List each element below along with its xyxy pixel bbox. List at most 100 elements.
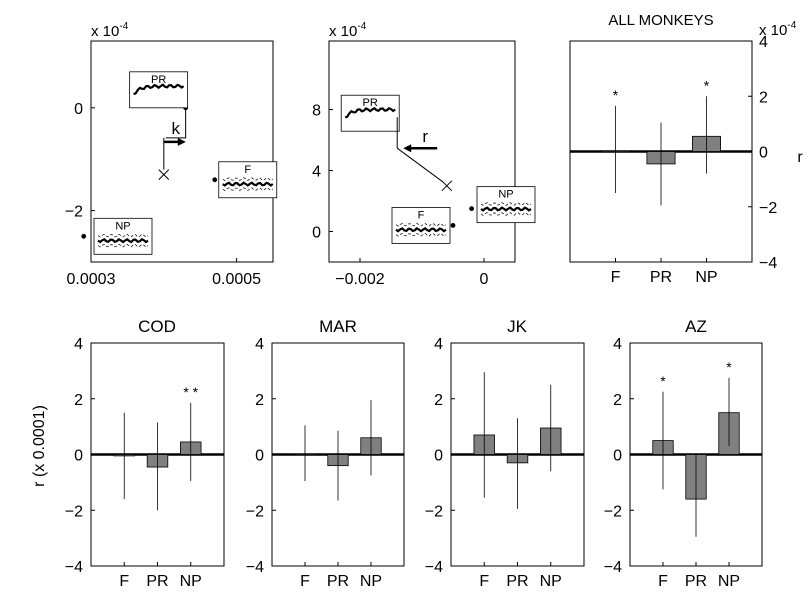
inset-trace-lower xyxy=(395,232,447,237)
x-tick-label-pr: PR xyxy=(327,573,349,590)
inset-pr: PR xyxy=(340,94,400,132)
y-tick-label: −2 xyxy=(425,503,443,520)
vector-arrowhead xyxy=(177,137,186,146)
panel-az: AZ −4 −2 0 2 4 F PR NP * * xyxy=(604,317,763,590)
y-tick-label: 2 xyxy=(255,392,264,409)
inset-trace xyxy=(344,106,396,119)
x-tick-label: −0.002 xyxy=(335,271,384,288)
point-np xyxy=(81,233,87,239)
y-tick-label: 0 xyxy=(312,225,321,242)
inset-np: NP xyxy=(476,186,536,224)
x-tick-label-pr: PR xyxy=(685,573,707,590)
inset-trace xyxy=(395,227,447,233)
inset-label: NP xyxy=(115,220,130,232)
inset-trace-upper xyxy=(222,177,273,181)
plot-frame xyxy=(328,40,516,263)
vector-stem xyxy=(396,147,444,183)
inset-trace-upper xyxy=(480,202,532,206)
plot-frame xyxy=(90,40,274,263)
significance-marker: * xyxy=(726,359,732,375)
x-tick-label-f: F xyxy=(479,573,489,590)
inset-trace xyxy=(133,83,185,96)
side-label: r xyxy=(797,149,803,166)
exponent-label: x 10-4 xyxy=(759,20,797,39)
panel-title: JK xyxy=(507,317,528,336)
significance-marker: * xyxy=(704,77,710,93)
y-tick-label: −4 xyxy=(246,559,264,576)
x-tick-label-f: F xyxy=(611,269,621,286)
y-tick-label: 2 xyxy=(74,392,83,409)
y-tick-label: −4 xyxy=(759,255,777,272)
inset-frame xyxy=(391,207,451,244)
x-tick-label: 0 xyxy=(480,271,489,288)
exponent-label: x 10-4 xyxy=(91,21,129,40)
panel-r: x 10-4 0 4 8 −0.002 0 PR F NP r xyxy=(312,21,536,288)
panel-title: ALL MONKEYS xyxy=(608,12,713,29)
x-tick-label: 0.0005 xyxy=(212,271,261,288)
inset-frame xyxy=(476,186,536,224)
y-tick-label: −2 xyxy=(759,200,777,217)
point-f xyxy=(212,177,218,183)
inset-trace-upper xyxy=(97,233,149,238)
x-tick-label-np: NP xyxy=(180,573,202,590)
panel-title: AZ xyxy=(685,317,707,336)
point-f xyxy=(450,223,456,228)
inset-trace-lower xyxy=(97,243,149,248)
inset-trace-lower xyxy=(480,212,532,216)
inset-trace xyxy=(97,237,149,244)
panel-jk: JK −4 −2 0 2 4 F PR NP xyxy=(425,317,585,590)
vector-label: k xyxy=(172,119,181,138)
inset-pr: PR xyxy=(129,71,189,109)
inset-trace xyxy=(480,206,532,212)
panel-title: COD xyxy=(138,317,176,336)
y-tick-label: 0 xyxy=(74,101,83,118)
x-tick-label-pr: PR xyxy=(650,269,672,286)
inset-trace-lower xyxy=(222,187,273,191)
exponent-label: x 10-4 xyxy=(329,21,367,40)
y-tick-label: 0 xyxy=(759,145,768,162)
x-tick-label-np: NP xyxy=(540,573,562,590)
inset-label: F xyxy=(418,209,425,221)
vector-label: r xyxy=(422,127,428,146)
cross-marker xyxy=(441,180,453,192)
inset-label: F xyxy=(244,164,251,176)
inset-label: PR xyxy=(151,74,166,86)
vector-arrowhead xyxy=(403,144,412,153)
inset-label: NP xyxy=(498,189,513,201)
y-tick-label: −2 xyxy=(246,503,264,520)
y-tick-label: 0 xyxy=(613,448,622,465)
ylabel-bottom-row: r (x 0.0001) xyxy=(31,405,48,487)
x-tick-label-pr: PR xyxy=(506,573,528,590)
vector-line xyxy=(165,107,187,139)
x-tick-label: 0.0003 xyxy=(67,271,116,288)
y-tick-label: 2 xyxy=(434,392,443,409)
significance-marker: * xyxy=(613,87,619,103)
y-tick-label: 4 xyxy=(759,34,768,51)
inset-label: PR xyxy=(363,97,378,109)
y-tick-label: −4 xyxy=(65,559,83,576)
panel-k: x 10-4 −2 0 0.0003 0.0005 PR F NP k xyxy=(65,21,278,288)
significance-marker: * xyxy=(660,373,666,389)
panel-all-monkeys: ALL MONKEYS x 10-4 r −4 −2 0 2 4 F PR NP * * xyxy=(569,12,803,286)
y-tick-label: 4 xyxy=(312,164,321,181)
y-tick-label: 4 xyxy=(613,336,622,353)
inset-trace xyxy=(222,181,274,187)
inset-frame xyxy=(93,217,153,255)
x-tick-label-np: NP xyxy=(718,573,740,590)
x-tick-label-f: F xyxy=(300,573,310,590)
inset-frame xyxy=(218,161,278,199)
y-tick-label: −2 xyxy=(65,204,83,221)
y-tick-label: 4 xyxy=(434,336,443,353)
y-tick-label: 4 xyxy=(74,336,83,353)
panel-title: MAR xyxy=(319,317,357,336)
inset-frame xyxy=(129,71,189,109)
panel-cod: COD −4 −2 0 2 4 F PR NP * * xyxy=(65,317,225,590)
x-tick-label-np: NP xyxy=(360,573,382,590)
significance-marker: * * xyxy=(183,384,198,400)
y-tick-label: 0 xyxy=(74,448,83,465)
inset-f: F xyxy=(218,161,278,199)
point-np xyxy=(469,206,474,212)
inset-f: F xyxy=(391,207,451,244)
y-tick-label: −2 xyxy=(604,503,622,520)
